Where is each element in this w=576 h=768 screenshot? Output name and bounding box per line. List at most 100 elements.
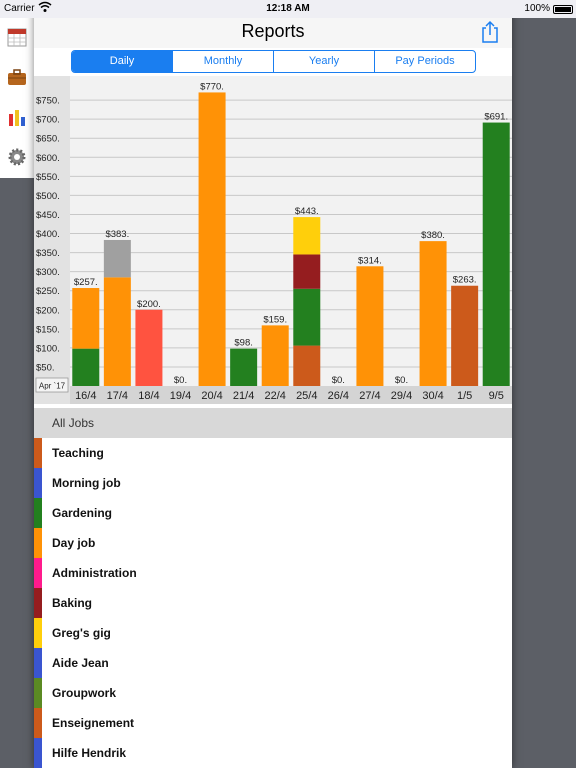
job-color-stripe xyxy=(34,528,42,558)
bar-total-label: $0. xyxy=(174,375,187,386)
bar-segment xyxy=(293,288,321,346)
x-tick-label: 9/5 xyxy=(489,390,504,402)
bar-segment xyxy=(482,122,510,387)
x-tick-label: 16/4 xyxy=(75,390,96,402)
y-tick-label: $50. xyxy=(36,362,55,373)
bar-segment xyxy=(103,239,131,278)
bar-segment xyxy=(103,277,131,386)
x-tick-label: 22/4 xyxy=(265,390,286,402)
reports-panel: Reports Daily Monthly Yearly Pay Periods… xyxy=(34,0,512,768)
daily-earnings-chart: $50. $100. $150. $200. $250. $300. $350. $400. $… xyxy=(34,76,512,404)
x-tick-label: 30/4 xyxy=(422,390,443,402)
bar-total-label: $383. xyxy=(105,229,129,240)
x-tick-label: 21/4 xyxy=(233,390,254,402)
y-tick-label: $400. xyxy=(36,229,60,240)
job-name: Teaching xyxy=(52,446,104,460)
page-title: Reports xyxy=(241,21,305,41)
bar-segment xyxy=(261,325,289,386)
job-row[interactable]: Groupwork xyxy=(34,678,512,708)
briefcase-icon[interactable] xyxy=(6,66,28,88)
job-name: Hilfe Hendrik xyxy=(52,746,127,760)
bar-segment xyxy=(293,345,321,386)
bar-segment xyxy=(230,348,258,386)
y-tick-label: $100. xyxy=(36,343,60,354)
bar-total-label: $443. xyxy=(295,206,319,217)
bar-total-label: $0. xyxy=(395,375,408,386)
job-color-stripe xyxy=(34,648,42,678)
job-color-stripe xyxy=(34,708,42,738)
job-row[interactable]: Morning job xyxy=(34,468,512,498)
job-row[interactable]: Day job xyxy=(34,528,512,558)
y-tick-label: $600. xyxy=(36,153,60,164)
list-header-label: All Jobs xyxy=(52,416,95,430)
job-name: Morning job xyxy=(52,476,121,490)
job-color-stripe xyxy=(34,588,42,618)
x-tick-label: 18/4 xyxy=(138,390,159,402)
job-row[interactable]: Aide Jean xyxy=(34,648,512,678)
bar-segment xyxy=(419,241,447,386)
job-color-stripe xyxy=(34,468,42,498)
x-tick-label: 19/4 xyxy=(170,390,191,402)
job-color-stripe xyxy=(34,438,42,468)
clock: 12:18 AM xyxy=(266,3,310,14)
job-name: Baking xyxy=(52,596,93,610)
bar-total-label: $200. xyxy=(137,299,161,310)
battery-percent: 100% xyxy=(524,3,550,14)
job-color-stripe xyxy=(34,618,42,648)
y-tick-label: $650. xyxy=(36,134,60,145)
share-icon[interactable] xyxy=(480,20,500,44)
y-tick-label: $350. xyxy=(36,248,60,259)
side-menu xyxy=(0,18,40,178)
job-color-stripe xyxy=(34,498,42,528)
job-name: Day job xyxy=(52,536,96,550)
job-color-stripe xyxy=(34,558,42,588)
period-label-box xyxy=(35,377,69,393)
x-tick-label: 25/4 xyxy=(296,390,317,402)
bar-total-label: $0. xyxy=(332,375,345,386)
bar-segment xyxy=(356,266,384,386)
y-tick-label: $700. xyxy=(36,115,60,126)
y-tick-label: $200. xyxy=(36,305,60,316)
gear-icon[interactable] xyxy=(6,146,28,168)
bar-segment xyxy=(293,254,321,289)
job-row[interactable]: Greg's gig xyxy=(34,618,512,648)
y-tick-label: $250. xyxy=(36,286,60,297)
x-tick-label: 27/4 xyxy=(359,390,380,402)
bar-total-label: $770. xyxy=(200,81,224,92)
bar-segment xyxy=(72,348,100,386)
bar-total-label: $691. xyxy=(484,112,508,123)
segment-yearly[interactable]: Yearly xyxy=(273,51,374,72)
y-tick-label: $750. xyxy=(36,96,60,107)
y-tick-label: $450. xyxy=(36,210,60,221)
x-tick-label: 17/4 xyxy=(107,390,128,402)
bar-total-label: $380. xyxy=(421,230,445,241)
y-tick-label: $500. xyxy=(36,191,60,202)
x-tick-label: 1/5 xyxy=(457,390,472,402)
x-axis-background xyxy=(70,386,512,404)
job-row[interactable]: Baking xyxy=(34,588,512,618)
carrier-label: Carrier xyxy=(4,3,35,14)
battery-icon xyxy=(553,5,573,14)
navigation-bar: Reports xyxy=(34,18,512,48)
job-row[interactable]: Enseignement xyxy=(34,708,512,738)
job-row[interactable]: Gardening xyxy=(34,498,512,528)
bar-chart-icon[interactable] xyxy=(6,106,28,128)
segment-pay-periods[interactable]: Pay Periods xyxy=(374,51,475,72)
y-tick-label: $300. xyxy=(36,267,60,278)
bar-total-label: $257. xyxy=(74,277,98,288)
segment-monthly[interactable]: Monthly xyxy=(172,51,273,72)
segment-daily[interactable]: Daily xyxy=(72,51,172,72)
bar-total-label: $98. xyxy=(234,338,253,349)
x-tick-label: 29/4 xyxy=(391,390,412,402)
calendar-icon[interactable] xyxy=(6,26,28,48)
list-header: All Jobs xyxy=(34,408,512,438)
job-row[interactable]: Administration xyxy=(34,558,512,588)
status-bar: Carrier 12:18 AM 100% xyxy=(0,0,576,18)
job-row[interactable]: Hilfe Hendrik xyxy=(34,738,512,768)
job-name: Groupwork xyxy=(52,686,117,700)
bar-total-label: $314. xyxy=(358,255,382,266)
job-row[interactable]: Teaching xyxy=(34,438,512,468)
job-name: Enseignement xyxy=(52,716,135,730)
bar-segment xyxy=(451,285,479,386)
bar-total-label: $263. xyxy=(453,275,477,286)
